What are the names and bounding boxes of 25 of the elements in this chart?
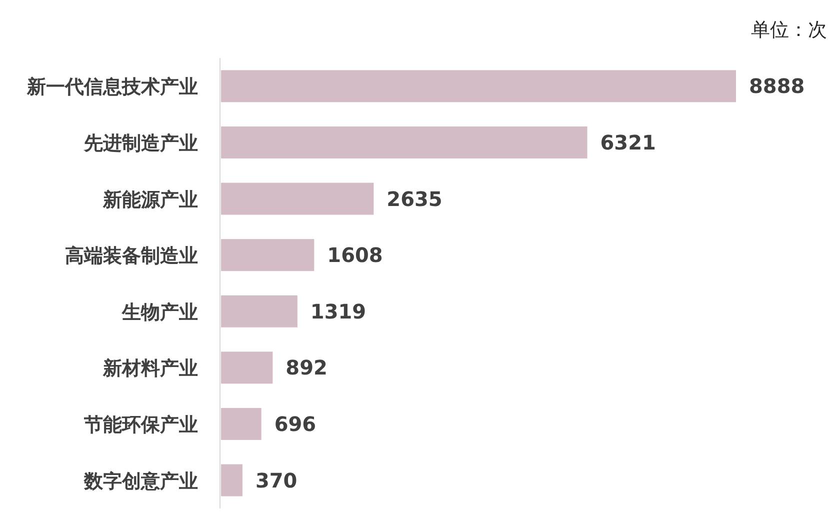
bar bbox=[221, 352, 273, 384]
bar bbox=[221, 70, 736, 102]
data-label: 8888 bbox=[749, 74, 805, 98]
data-label: 1319 bbox=[310, 299, 366, 324]
y-tick-label: 新一代信息技术产业 bbox=[26, 76, 198, 98]
bar bbox=[221, 408, 262, 440]
data-label: 1608 bbox=[327, 243, 383, 268]
text: 单位：次 bbox=[751, 19, 827, 41]
y-tick-label: 节能环保产业 bbox=[83, 414, 198, 436]
data-label: 370 bbox=[255, 468, 298, 492]
y-tick-label: 高端装备制造业 bbox=[65, 245, 198, 268]
y-tick-label: 先进制造产业 bbox=[83, 132, 198, 154]
y-tick-label: 新能源产业 bbox=[102, 188, 198, 211]
data-label: 696 bbox=[274, 412, 316, 436]
bar bbox=[221, 239, 314, 272]
data-label: 6321 bbox=[600, 130, 656, 154]
bar bbox=[221, 464, 242, 496]
y-tick-label: 数字创意产业 bbox=[83, 470, 198, 492]
bar bbox=[221, 182, 374, 215]
bar bbox=[221, 295, 298, 328]
y-tick-label: 新材料产业 bbox=[102, 358, 198, 380]
data-label: 2635 bbox=[386, 186, 442, 211]
y-tick-label: 生物产业 bbox=[121, 301, 198, 324]
data-label: 892 bbox=[286, 356, 328, 380]
bar bbox=[221, 126, 588, 158]
